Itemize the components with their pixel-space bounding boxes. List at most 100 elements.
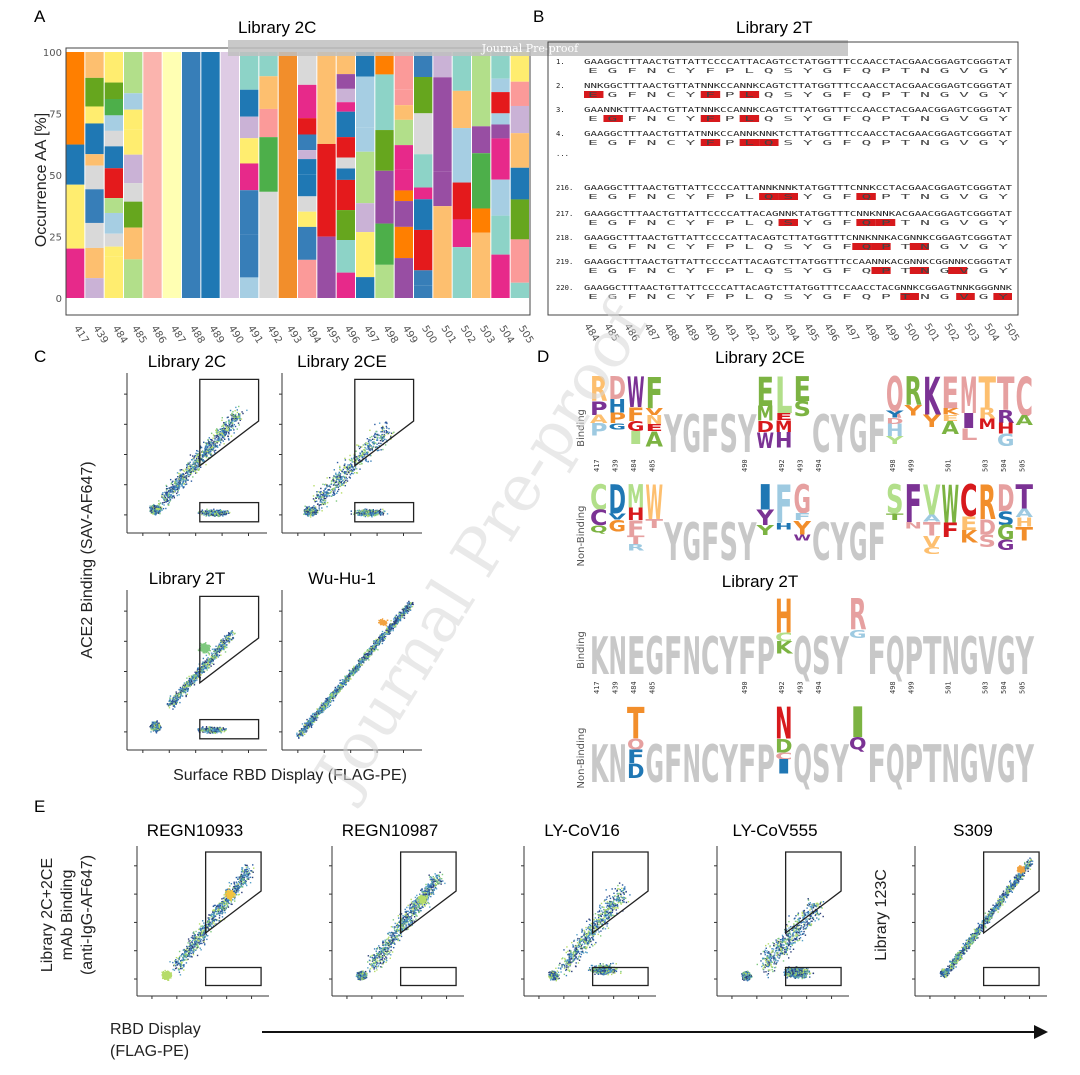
flow-event [205,642,207,644]
flow-event [187,471,189,473]
flow-event [220,434,222,437]
flow-event [176,494,179,497]
panel-a-bar-segment [298,134,317,151]
flow-event [229,422,232,424]
flow-event [153,505,156,507]
flow-event [366,448,368,450]
panel-b-row-dna: NNKGGCTTTAACTGTTATNNKCCANNKCAGTCTTATGGTT… [584,81,1013,90]
flow-event [164,499,167,502]
flow-event [355,468,357,470]
panel-b-xtick: 489 [681,322,700,344]
flow-event [161,509,163,511]
flow-event [349,467,351,469]
flow-event [187,685,190,687]
flow-event [313,509,316,511]
panel-a-bar-segment [356,76,375,128]
flow-event [156,508,158,510]
flow-event [226,416,228,419]
flow-event [393,431,395,433]
flow-event [153,511,155,514]
flow-event [351,465,353,467]
flow-event [370,460,372,462]
flow-event [223,513,225,516]
flow-event [228,642,230,644]
panel-a-bar-segment [394,226,413,259]
flow-event [232,411,234,413]
flow-event [371,449,373,451]
flow-event [190,459,193,461]
panel-b-row-dna: GAAGGCTTTAACTGTTATTCCCCATTACAGTCTTATGGTT… [584,233,1013,242]
panel-b-xtick: 500 [901,322,920,344]
flow-event [345,479,347,482]
flow-event [314,499,316,502]
flow-event [307,509,310,512]
flow-event [382,514,384,516]
panel-a-bar-segment [452,90,471,129]
flow-event [223,432,225,435]
flow-event [180,469,183,471]
flow-event [306,514,309,516]
flow-event [325,487,327,489]
flow-event [368,442,370,444]
flow-event [155,725,158,727]
flow-event [215,645,217,648]
flow-event [158,506,160,509]
flow-event [388,431,391,434]
flow-event [209,444,211,446]
flow-event [194,467,196,470]
flow-event [307,508,309,511]
flow-event [307,513,310,515]
flow-event [339,483,341,485]
flow-event [368,439,370,441]
flow-event [184,468,187,470]
flow-event [197,649,200,651]
flow-event [362,457,364,459]
panel-a-bar-segment [85,189,104,223]
flow-event [187,470,189,472]
flow-event [203,667,205,669]
flow-event [349,459,351,462]
flow-event [184,472,187,474]
flow-event [339,473,342,475]
flow-event [233,432,235,434]
flow-event [216,430,218,432]
flow-event [195,471,198,474]
flow-event [221,513,223,516]
flow-event [155,727,157,729]
flow-event [216,648,219,650]
flow-event [314,507,316,509]
flow-event [200,666,203,668]
flow-event [344,457,346,460]
flow-event [237,422,240,424]
flow-event [368,510,370,513]
flow-event [357,455,360,457]
flow-event [314,512,316,514]
flow-event [232,425,234,427]
flow-event [228,433,230,435]
flow-event [208,444,210,446]
flow-event [206,450,209,453]
flow-event [356,472,359,474]
flow-event [196,670,198,672]
flow-event [196,462,199,464]
panel-a-bar-segment [259,108,278,138]
flow-event [333,484,335,486]
flow-event [227,435,229,437]
flow-event [218,514,221,517]
flow-event [386,431,389,433]
flow-event [186,693,188,696]
flow-event [190,683,192,686]
flow-event [328,485,330,487]
flow-event [195,459,197,462]
panel-a-bar-segment [85,123,104,155]
flow-event [365,451,368,454]
flow-event [206,447,208,449]
flow-event [223,422,226,424]
flow-event [309,516,312,518]
flow-event [225,513,227,516]
flow-event [307,514,310,516]
flow-event [228,423,231,426]
flow-event [317,491,320,493]
flow-event [219,440,222,442]
